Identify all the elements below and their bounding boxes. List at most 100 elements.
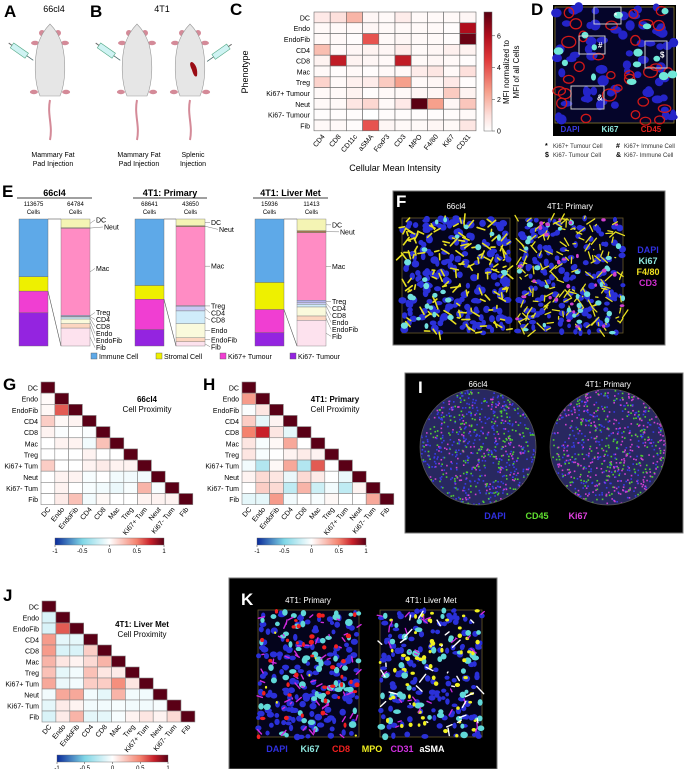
pixel-signal — [659, 458, 662, 460]
mpo-signal — [400, 653, 407, 658]
pixel-signal — [562, 416, 564, 419]
proximity-cell — [123, 482, 138, 494]
pixel-signal — [617, 467, 620, 469]
f480-signal — [505, 328, 513, 331]
pixel-signal — [649, 471, 652, 473]
cd45-membrane — [657, 104, 672, 114]
heatmap-cell — [362, 22, 380, 34]
ki67-nucleus — [463, 224, 469, 230]
f480-signal — [600, 256, 609, 264]
ki67-nucleus — [475, 244, 482, 251]
cd31-signal — [341, 637, 346, 643]
dapi-nucleus — [298, 734, 305, 740]
heatmap-cell — [346, 108, 363, 121]
pixel-signal — [491, 406, 493, 408]
pixel-signal — [605, 437, 608, 440]
proximity-cell — [125, 688, 140, 701]
cd31-signal — [284, 698, 291, 703]
pixel-signal — [615, 462, 618, 464]
pixel-signal — [631, 443, 633, 446]
dapi-nucleus — [499, 219, 508, 227]
proximity-cell — [83, 644, 98, 657]
pixel-signal — [499, 471, 501, 474]
pixel-signal — [492, 455, 495, 458]
f480-signal — [471, 246, 477, 249]
pixel-signal — [440, 476, 443, 478]
pixel-signal — [575, 437, 577, 440]
f480-signal — [441, 285, 448, 288]
pixel-signal — [574, 492, 577, 495]
ki67-nucleus — [307, 719, 316, 725]
dapi-nucleus — [257, 681, 262, 686]
pixel-signal — [585, 487, 588, 489]
pixel-signal — [557, 453, 560, 456]
cell-nucleus — [589, 19, 601, 31]
pixel-signal — [475, 468, 477, 471]
heatmap-col-label: CD4 — [312, 134, 326, 149]
dapi-nucleus — [409, 315, 418, 323]
pixel-signal — [589, 462, 592, 464]
cd45-membrane — [552, 86, 567, 96]
pixel-signal — [504, 428, 507, 430]
pixel-signal — [558, 418, 561, 420]
pixel-signal — [648, 442, 651, 444]
heatmap-cell — [346, 11, 363, 24]
pixel-signal — [525, 468, 528, 471]
pixel-signal — [495, 404, 498, 406]
pixel-signal — [491, 421, 493, 423]
dapi-nucleus — [451, 678, 457, 683]
f480-signal — [407, 277, 413, 284]
f480-signal — [621, 309, 629, 319]
ki67-nucleus — [416, 316, 421, 321]
pixel-signal — [610, 463, 613, 466]
dapi-nucleus — [490, 272, 498, 280]
pixel-signal — [495, 403, 497, 405]
pixel-signal — [616, 465, 618, 468]
cd45-membrane — [653, 115, 666, 125]
dapi-nucleus — [581, 310, 589, 317]
pixel-signal — [664, 442, 666, 445]
pixel-signal — [587, 439, 590, 441]
heatmap-cell — [313, 44, 331, 56]
proximity-cell — [139, 677, 154, 690]
pixel-signal — [579, 473, 582, 476]
proximity-cell — [109, 482, 125, 494]
dapi-nucleus — [572, 263, 578, 270]
asma-signal — [456, 675, 460, 682]
f480-signal — [549, 264, 557, 273]
pixel-signal — [456, 476, 458, 478]
cd31-signal — [272, 658, 275, 666]
pixel-signal — [505, 412, 508, 415]
pixel-signal — [443, 439, 445, 442]
pixel-signal — [435, 437, 438, 440]
pixel-signal — [526, 441, 529, 443]
pixel-signal — [580, 464, 582, 467]
f480-signal — [604, 273, 613, 282]
pixel-signal — [643, 487, 646, 490]
dapi-nucleus — [290, 716, 296, 723]
pixel-signal — [643, 410, 645, 413]
panel-i-images: DAPI CD45 Ki67 — [419, 388, 667, 521]
pixel-signal — [634, 472, 637, 475]
proximity-col-label: Mac — [109, 723, 123, 738]
cd31-signal — [387, 641, 392, 649]
dapi-nucleus — [332, 717, 337, 725]
pixel-signal — [505, 483, 507, 486]
pixel-signal — [571, 429, 574, 432]
pixel-signal — [473, 429, 476, 431]
proximity-cell — [55, 688, 71, 701]
pixel-signal — [595, 447, 598, 449]
pixel-signal — [642, 402, 645, 405]
pixel-signal — [449, 419, 452, 422]
cd3-signal — [572, 310, 576, 314]
pixel-signal — [500, 406, 503, 409]
heatmap-cell — [329, 44, 347, 56]
heatmap-cell — [443, 22, 461, 34]
proximity-cell — [269, 437, 284, 450]
mpo-signal — [378, 660, 382, 664]
dapi-nucleus — [471, 685, 477, 690]
f480-signal — [431, 295, 436, 303]
dapi-nucleus — [562, 275, 570, 282]
heatmap-cell — [443, 87, 461, 99]
